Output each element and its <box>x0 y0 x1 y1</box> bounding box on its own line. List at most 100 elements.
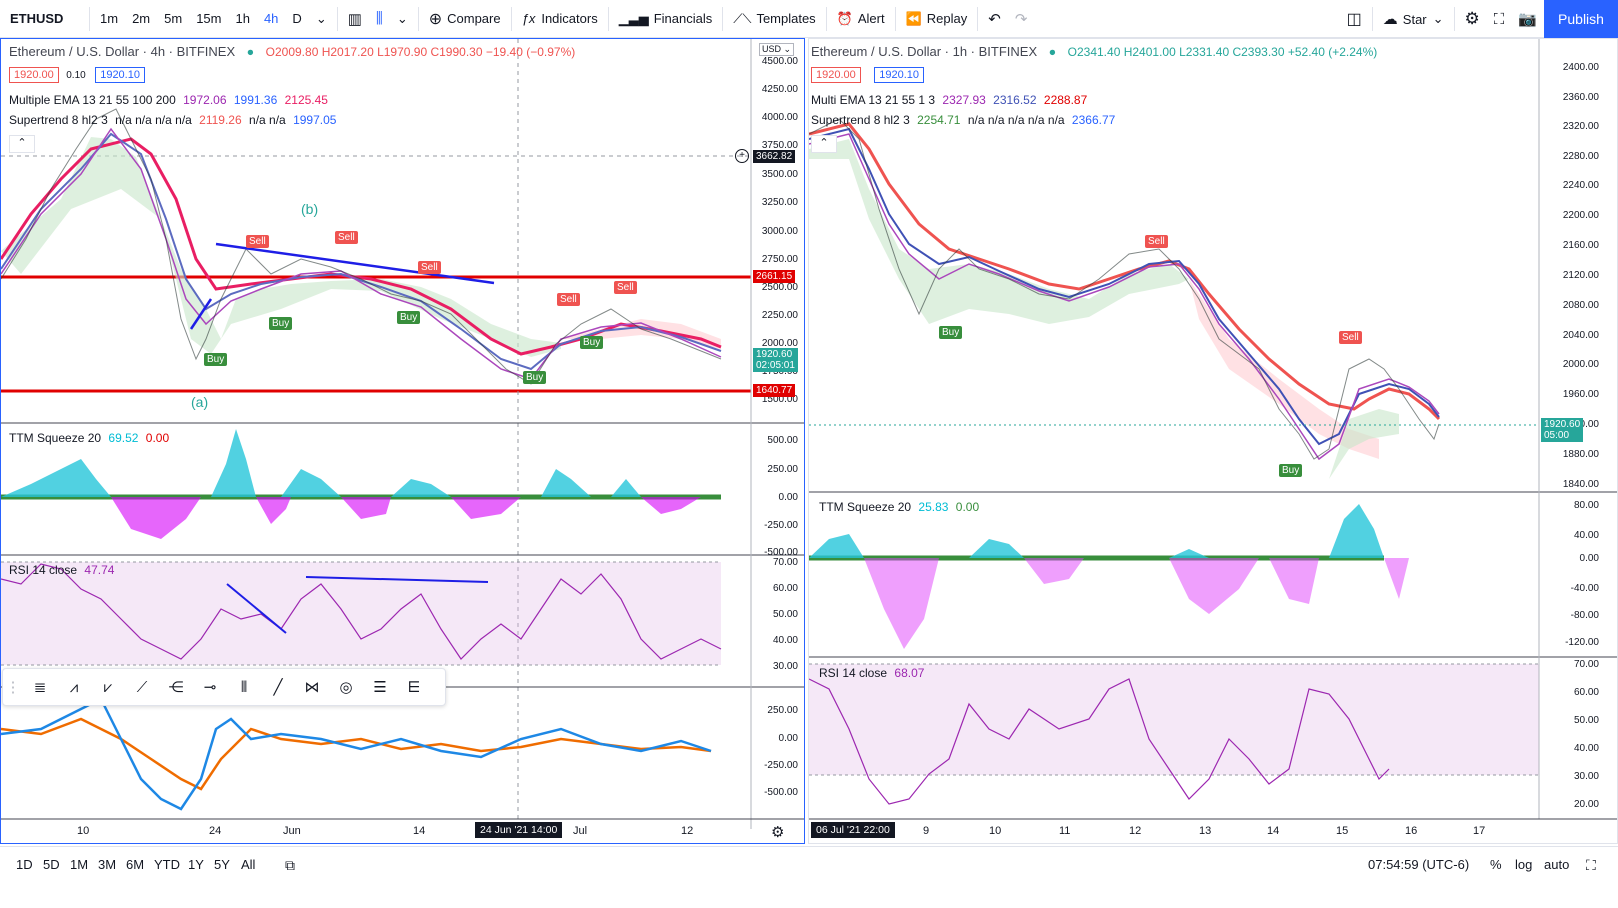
fullscreen-icon[interactable]: ⛶ <box>1586 857 1596 873</box>
price-tick: 1960.00 <box>1562 389 1599 400</box>
right-rsi-axis[interactable]: 70.00 60.00 50.00 40.00 30.00 20.00 <box>1539 657 1617 819</box>
left-chart-title: Ethereum / U.S. Dollar · 4h · BITFINEX <box>9 44 236 59</box>
right-ttm-legend[interactable]: TTM Squeeze 20 25.83 0.00 <box>819 500 979 514</box>
left-ttm-axis[interactable]: 500.00 250.00 0.00 -250.00 -500.00 <box>751 423 804 558</box>
horizontal-lines-tool-icon[interactable]: ≣ <box>33 679 47 696</box>
range-1M[interactable]: 1M <box>70 857 89 872</box>
price-tick: 2750.00 <box>761 254 798 265</box>
undo-icon[interactable]: ↶ <box>988 10 1001 28</box>
bid-price[interactable]: 1920.00 <box>9 67 59 83</box>
percent-scale-toggle[interactable]: % <box>1490 857 1502 872</box>
right-ttm-histogram-negative <box>864 558 1409 649</box>
auto-scale-toggle[interactable]: auto <box>1544 857 1570 872</box>
line-tool-icon[interactable]: ╱ <box>273 679 283 696</box>
range-5D[interactable]: 5D <box>43 857 60 872</box>
range-1D[interactable]: 1D <box>16 857 33 872</box>
timeframe-D[interactable]: D <box>292 11 302 26</box>
range-5Y[interactable]: 5Y <box>214 857 230 872</box>
right-ttm-axis[interactable]: 80.00 40.00 0.00 -40.00 -80.00 -120.00 <box>1539 492 1617 657</box>
bar-style-icon[interactable]: ▥ <box>347 10 362 28</box>
collapse-legend-icon[interactable]: ⌃ <box>811 135 837 153</box>
star-button[interactable]: ☁ Star ⌄ <box>1376 0 1451 38</box>
candles-icon[interactable]: ⫼ <box>375 10 383 27</box>
timeframe-4h[interactable]: 4h <box>263 11 279 26</box>
left-ttm-pane <box>1 429 721 539</box>
right-chart-pane[interactable]: Ethereum / U.S. Dollar · 1h · BITFINEX ●… <box>808 38 1618 844</box>
left-rsi-axis[interactable]: 70.00 60.00 50.00 40.00 30.00 <box>751 555 804 687</box>
compare-button[interactable]: ⊕ Compare <box>422 0 508 38</box>
timeframe-1m[interactable]: 1m <box>100 11 119 26</box>
xabcd-pattern-tool-icon[interactable]: ⋈ <box>304 679 320 696</box>
ask-price[interactable]: 1920.10 <box>874 67 925 83</box>
replay-button[interactable]: ⏪ Replay <box>899 0 975 38</box>
crosshair-plus-icon[interactable]: + <box>735 149 749 163</box>
left-chart-pane[interactable]: Ethereum / U.S. Dollar · 4h · BITFINEX ●… <box>0 38 805 844</box>
timeframe-15m[interactable]: 15m <box>196 11 222 26</box>
fx-icon: ƒx <box>521 11 536 26</box>
right-date-axis[interactable]: 9 10 11 12 13 14 15 16 17 <box>809 821 1539 843</box>
timeframe-5m[interactable]: 5m <box>164 11 183 26</box>
ask-price[interactable]: 1920.10 <box>95 67 145 83</box>
ttm-value-1: 69.52 <box>108 431 139 445</box>
log-scale-toggle[interactable]: log <box>1515 857 1533 872</box>
financials-button[interactable]: ▁▃▅ Financials <box>612 0 720 38</box>
fullscreen-icon[interactable]: ⛶ <box>1493 10 1505 28</box>
left-rsi-legend[interactable]: RSI 14 close 47.74 <box>9 563 114 577</box>
left-date-axis[interactable]: 10 24 Jun 14 Jul 12 <box>1 821 751 843</box>
range-1Y[interactable]: 1Y <box>188 857 204 872</box>
right-price-axis[interactable]: 2400.00 2360.00 2320.00 2280.00 2240.00 … <box>1539 39 1617 492</box>
date-tick: 15 <box>1336 825 1349 837</box>
chart-settings-gear-icon[interactable]: ⚙ <box>771 824 785 841</box>
timeframe-1h[interactable]: 1h <box>235 11 250 26</box>
right-chart-canvas[interactable] <box>809 39 1618 844</box>
last-price: 1920.60 <box>756 349 793 360</box>
left-price-axis[interactable]: 4500.00 4250.00 4000.00 3750.00 3500.00 … <box>751 39 804 423</box>
range-3M[interactable]: 3M <box>98 857 117 872</box>
cloud-icon: ☁ <box>1382 11 1398 28</box>
redo-icon[interactable]: ↷ <box>1014 10 1028 28</box>
publish-button[interactable]: Publish <box>1544 0 1618 38</box>
date-range-icon[interactable]: ⧉ <box>285 857 295 873</box>
camera-icon[interactable]: 📷 <box>1518 11 1537 28</box>
fib-retracement-tool-icon[interactable]: ⦀ <box>240 678 248 696</box>
right-supertrend-legend[interactable]: Supertrend 8 hl2 3 2254.71 n/a n/a n/a n… <box>811 113 1115 127</box>
sell-signal: Sell <box>1145 235 1168 248</box>
bid-price[interactable]: 1920.00 <box>811 67 861 83</box>
spiral-tool-icon[interactable]: ◎ <box>339 679 353 696</box>
alert-button[interactable]: ⏰ Alert <box>830 0 892 38</box>
left-macd-axis[interactable]: 250.00 0.00 -250.00 -500.00 <box>751 687 804 819</box>
pitchfork-tool-icon[interactable]: ⋲ <box>168 679 184 696</box>
clock-time[interactable]: 07:54:59 (UTC-6) <box>1368 857 1470 872</box>
timeframe-dropdown-icon[interactable]: ⌄ <box>315 10 327 26</box>
left-ema-legend[interactable]: Multiple EMA 13 21 55 100 200 1972.06 19… <box>9 93 328 107</box>
date-tick: 17 <box>1473 825 1486 837</box>
range-All[interactable]: All <box>241 857 256 872</box>
drag-handle-icon[interactable]: ⋮ <box>5 679 21 696</box>
elliott-wave-tool-icon[interactable]: ⩘ <box>69 678 79 696</box>
market-open-dot-icon: ● <box>1048 45 1057 59</box>
layout-icon[interactable]: ◫ <box>1346 11 1362 28</box>
left-supertrend-legend[interactable]: Supertrend 8 hl2 3 n/a n/a n/a n/a 2119.… <box>9 113 336 127</box>
right-ema-legend[interactable]: Multi EMA 13 21 55 1 3 2327.93 2316.52 2… <box>811 93 1087 107</box>
parallel-channel-tool-icon[interactable]: ☰ <box>373 679 387 696</box>
currency-dropdown[interactable]: USD ⌄ <box>759 43 795 56</box>
chart-style-dropdown-icon[interactable]: ⌄ <box>396 10 408 26</box>
range-6M[interactable]: 6M <box>126 857 145 872</box>
left-chart-canvas[interactable] <box>1 39 805 844</box>
regression-tool-icon[interactable]: ⋿ <box>407 679 421 696</box>
templates-button[interactable]: ⟋⟍ Templates <box>726 0 822 38</box>
gear-icon[interactable]: ⚙ <box>1464 9 1480 28</box>
trend-line-tool-icon[interactable]: ⟋ <box>136 678 148 696</box>
indicators-button[interactable]: ƒx Indicators <box>515 0 605 38</box>
symbol-search[interactable]: ETHUSD <box>10 11 64 26</box>
left-ttm-legend[interactable]: TTM Squeeze 20 69.52 0.00 <box>9 431 169 445</box>
collapse-legend-icon[interactable]: ⌃ <box>9 135 35 153</box>
buy-signal: Buy <box>269 317 293 330</box>
right-legend: Ethereum / U.S. Dollar · 1h · BITFINEX ●… <box>811 44 1377 59</box>
abc-wave-tool-icon[interactable]: ⩗ <box>103 678 113 696</box>
price-tick: 4000.00 <box>761 112 798 123</box>
timeframe-2m[interactable]: 2m <box>132 11 151 26</box>
range-YTD[interactable]: YTD <box>154 857 180 872</box>
horizontal-ray-tool-icon[interactable]: ⊸ <box>203 679 217 696</box>
right-rsi-legend[interactable]: RSI 14 close 68.07 <box>819 666 924 680</box>
